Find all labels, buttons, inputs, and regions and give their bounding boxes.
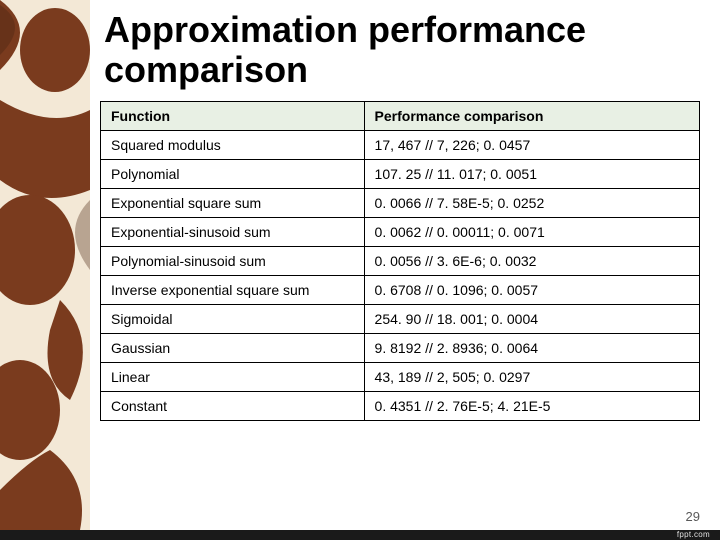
cell-performance: 0. 4351 // 2. 76E-5; 4. 21E-5: [364, 392, 699, 421]
table-row: Exponential-sinusoid sum0. 0062 // 0. 00…: [101, 218, 700, 247]
footer-brand: fppt.com: [677, 530, 710, 539]
footer-bar: [0, 530, 720, 540]
cell-function: Gaussian: [101, 334, 365, 363]
cell-function: Constant: [101, 392, 365, 421]
table-row: Sigmoidal254. 90 // 18. 001; 0. 0004: [101, 305, 700, 334]
slide-content: Approximation performance comparison Fun…: [100, 10, 700, 500]
cell-function: Linear: [101, 363, 365, 392]
cell-function: Squared modulus: [101, 131, 365, 160]
col-header-function: Function: [101, 102, 365, 131]
comparison-table: Function Performance comparison Squared …: [100, 101, 700, 421]
table-row: Linear43, 189 // 2, 505; 0. 0297: [101, 363, 700, 392]
slide-title: Approximation performance comparison: [100, 10, 700, 89]
cell-performance: 0. 0066 // 7. 58E-5; 0. 0252: [364, 189, 699, 218]
cell-performance: 0. 0056 // 3. 6E-6; 0. 0032: [364, 247, 699, 276]
cell-function: Polynomial: [101, 160, 365, 189]
cell-performance: 254. 90 // 18. 001; 0. 0004: [364, 305, 699, 334]
table-row: Polynomial107. 25 // 11. 017; 0. 0051: [101, 160, 700, 189]
table-row: Polynomial-sinusoid sum0. 0056 // 3. 6E-…: [101, 247, 700, 276]
table-row: Gaussian9. 8192 // 2. 8936; 0. 0064: [101, 334, 700, 363]
cell-function: Polynomial-sinusoid sum: [101, 247, 365, 276]
cell-function: Sigmoidal: [101, 305, 365, 334]
cell-performance: 107. 25 // 11. 017; 0. 0051: [364, 160, 699, 189]
table-header-row: Function Performance comparison: [101, 102, 700, 131]
cell-function: Exponential square sum: [101, 189, 365, 218]
table-row: Constant0. 4351 // 2. 76E-5; 4. 21E-5: [101, 392, 700, 421]
table-row: Inverse exponential square sum0. 6708 //…: [101, 276, 700, 305]
cell-performance: 9. 8192 // 2. 8936; 0. 0064: [364, 334, 699, 363]
cell-performance: 0. 6708 // 0. 1096; 0. 0057: [364, 276, 699, 305]
cell-performance: 17, 467 // 7, 226; 0. 0457: [364, 131, 699, 160]
cell-performance: 43, 189 // 2, 505; 0. 0297: [364, 363, 699, 392]
table-row: Squared modulus17, 467 // 7, 226; 0. 045…: [101, 131, 700, 160]
cell-performance: 0. 0062 // 0. 00011; 0. 0071: [364, 218, 699, 247]
decorative-left-pattern: [0, 0, 90, 540]
col-header-performance: Performance comparison: [364, 102, 699, 131]
table-row: Exponential square sum0. 0066 // 7. 58E-…: [101, 189, 700, 218]
page-number: 29: [686, 509, 700, 524]
cell-function: Inverse exponential square sum: [101, 276, 365, 305]
cell-function: Exponential-sinusoid sum: [101, 218, 365, 247]
